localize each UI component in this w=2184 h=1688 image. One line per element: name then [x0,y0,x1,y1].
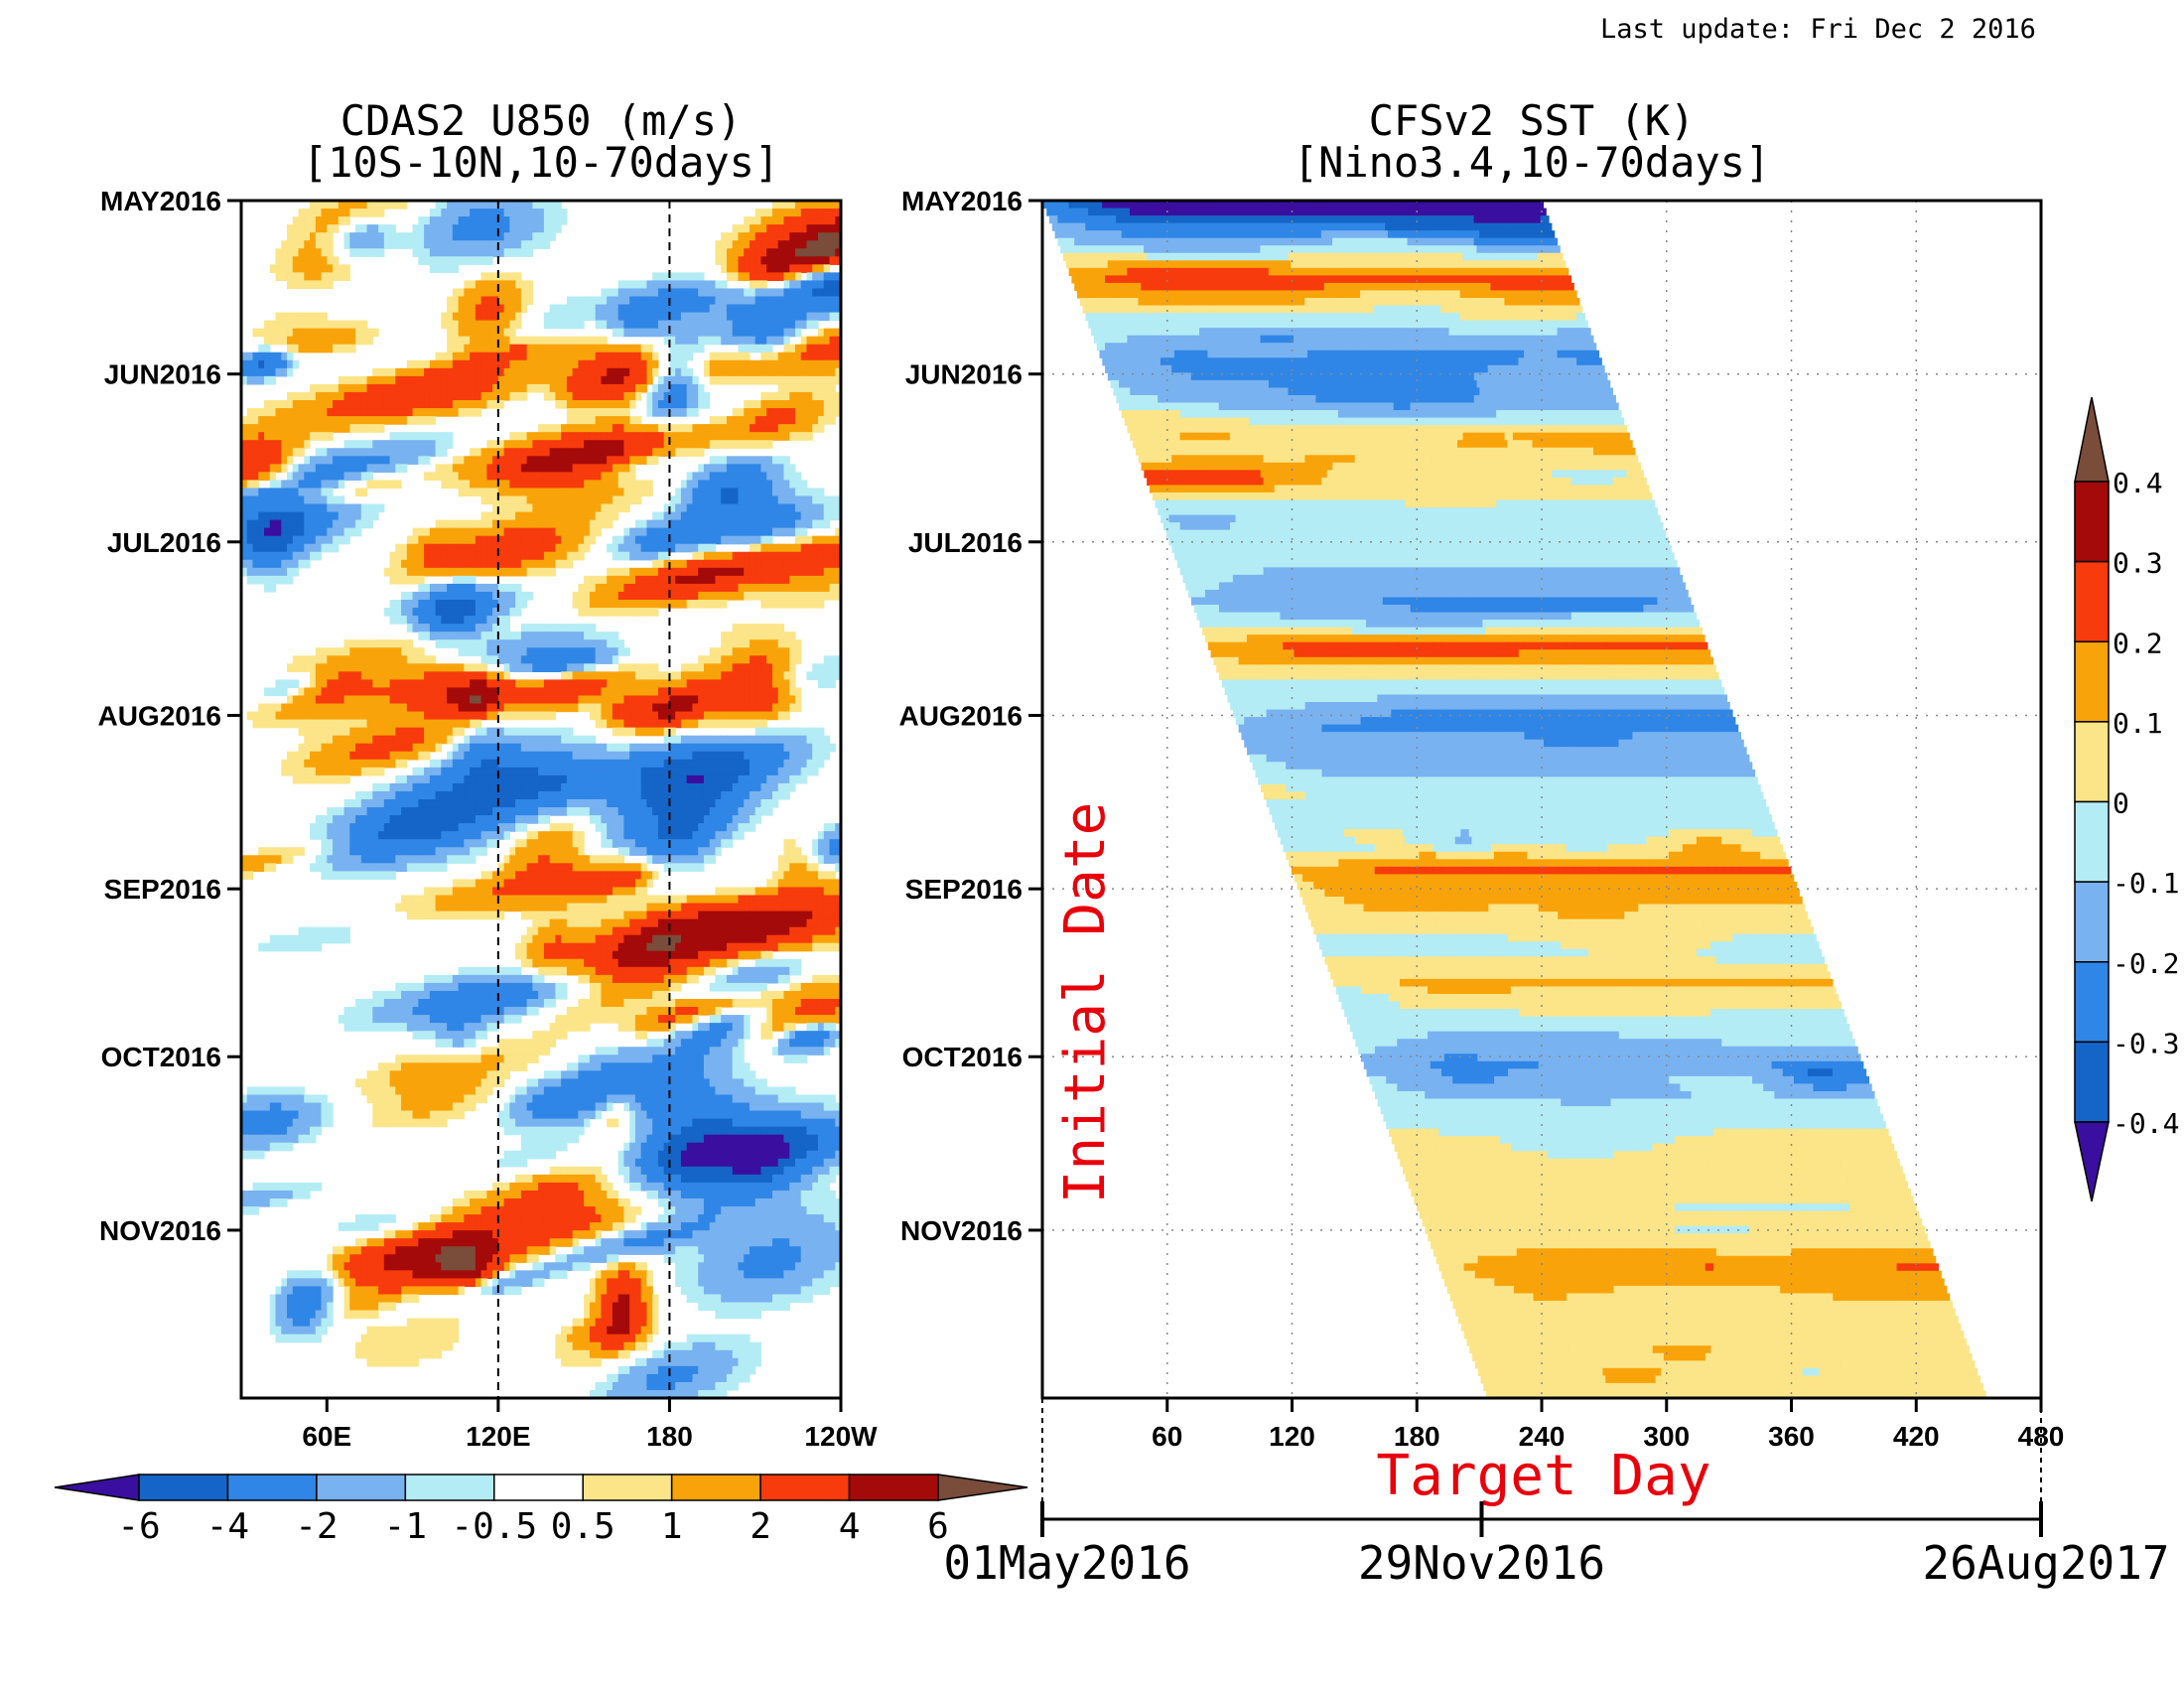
colorbar-right-label-3: -0.1 [2113,867,2179,900]
colorbar-left-swatch-8 [850,1475,938,1500]
colorbar-right-label-5: 0.1 [2113,707,2163,740]
left-y-tick-label-3: AUG2016 [97,700,221,731]
colorbar-right-high-arrow [2075,397,2109,482]
colorbar-right-label-0: -0.4 [2113,1107,2179,1140]
colorbar-left-swatch-7 [760,1475,849,1500]
colorbar-left-high-arrow [938,1475,1027,1500]
sst-field [1043,201,1985,1399]
left-chart-subtitle: [10S-10N,10-70days] [303,138,779,187]
right-y-axis-label: Initial Date [1053,802,1118,1204]
colorbar-right-label-7: 0.3 [2113,547,2163,580]
right-y-tick-label-6: NOV2016 [900,1215,1023,1246]
u850-field [241,201,842,1399]
left-x-tick-label-0: 60E [302,1421,351,1452]
colorbar-left-label-0: -6 [117,1506,160,1547]
date-axis-label-2: 26Aug2017 [1922,1536,2169,1590]
colorbar-left-swatch-1 [227,1475,316,1500]
left-y-tick-label-2: JUL2016 [107,527,221,558]
colorbar-right-label-8: 0.4 [2113,467,2163,499]
left-y-tick-label-4: SEP2016 [104,874,221,905]
right-x-tick-label-5: 360 [1768,1421,1815,1452]
colorbar-right-swatch-5 [2075,882,2109,962]
colorbar-left-swatch-5 [583,1475,671,1500]
left-x-tick-label-1: 120E [466,1421,530,1452]
colorbar-left-swatch-6 [672,1475,760,1500]
colorbar-left-swatch-0 [139,1475,227,1500]
colorbar-right-swatch-1 [2075,562,2109,642]
left-y-tick-label-1: JUN2016 [104,359,221,390]
right-y-tick-label-3: AUG2016 [898,700,1023,731]
date-axis-label-1: 29Nov2016 [1358,1536,1605,1590]
right-x-tick-label-7: 480 [2018,1421,2065,1452]
colorbar-left-label-6: 1 [661,1506,683,1547]
right-y-tick-label-1: JUN2016 [905,359,1023,390]
colorbar-left-label-5: 0.5 [551,1506,615,1547]
colorbar-right-swatch-7 [2075,1042,2109,1122]
colorbar-left-low-arrow [55,1475,139,1500]
colorbar-right-label-6: 0.2 [2113,627,2163,659]
right-x-tick-label-1: 120 [1269,1421,1315,1452]
colorbar-right-label-4: 0 [2113,787,2129,820]
colorbar-right-swatch-4 [2075,802,2109,883]
colorbar-right-label-1: -0.3 [2113,1027,2179,1059]
left-x-tick-label-2: 180 [646,1421,693,1452]
colorbar-right-swatch-6 [2075,962,2109,1043]
right-x-tick-label-6: 420 [1893,1421,1940,1452]
colorbar-left-label-3: -1 [384,1506,427,1547]
right-y-tick-label-2: JUL2016 [908,527,1023,558]
colorbar-left-label-8: 4 [839,1506,861,1547]
colorbar-right-low-arrow [2075,1122,2109,1201]
colorbar-left-label-1: -4 [206,1506,249,1547]
colorbar-left-swatch-4 [494,1475,583,1500]
left-y-tick-label-5: OCT2016 [101,1042,221,1072]
right-x-tick-label-0: 60 [1152,1421,1182,1452]
colorbar-left-swatch-2 [317,1475,405,1500]
right-chart-subtitle: [Nino3.4,10-70days] [1294,138,1770,187]
right-x-axis-label: Target Day [1376,1444,1710,1508]
colorbar-right-swatch-0 [2075,482,2109,562]
colorbar-left-label-4: -0.5 [451,1506,537,1547]
left-y-tick-label-6: NOV2016 [99,1215,221,1246]
colorbar-left-swatch-3 [405,1475,493,1500]
left-x-tick-label-3: 120W [804,1421,878,1452]
date-axis-label-0: 01May2016 [943,1536,1190,1590]
colorbar-right-label-2: -0.2 [2113,947,2179,980]
colorbar-right-swatch-2 [2075,641,2109,722]
left-y-tick-label-0: MAY2016 [100,186,221,216]
colorbar-left-label-2: -2 [295,1506,338,1547]
chart-canvas: MAY2016 JUN2016 JUL2016 AUG2016 SEP2016 OCT20… [0,0,2184,1688]
colorbar-left-label-7: 2 [750,1506,771,1547]
right-y-tick-label-4: SEP2016 [905,874,1023,905]
right-y-tick-label-0: MAY2016 [901,186,1023,216]
colorbar-right-swatch-3 [2075,722,2109,802]
right-y-tick-label-5: OCT2016 [902,1042,1023,1072]
